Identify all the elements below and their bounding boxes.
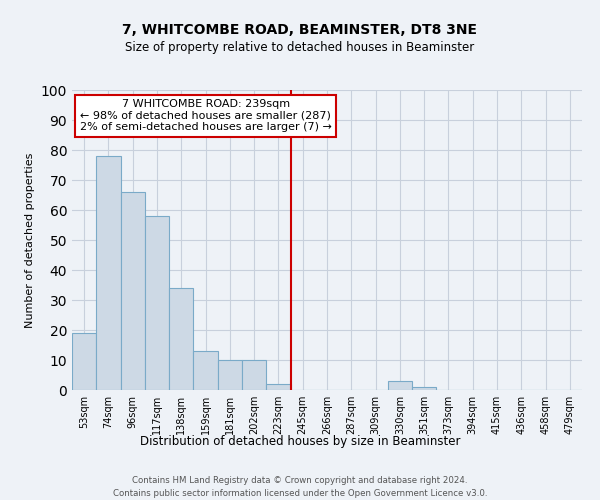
Bar [266,384,290,390]
Y-axis label: Number of detached properties: Number of detached properties [25,152,35,328]
Text: Distribution of detached houses by size in Beaminster: Distribution of detached houses by size … [140,435,460,448]
Bar [388,381,412,390]
Bar [218,360,242,390]
Bar [169,288,193,390]
Bar [96,156,121,390]
Bar [242,360,266,390]
Text: 7 WHITCOMBE ROAD: 239sqm
← 98% of detached houses are smaller (287)
2% of semi-d: 7 WHITCOMBE ROAD: 239sqm ← 98% of detach… [80,99,332,132]
Bar [193,351,218,390]
Text: Contains public sector information licensed under the Open Government Licence v3: Contains public sector information licen… [113,489,487,498]
Text: 7, WHITCOMBE ROAD, BEAMINSTER, DT8 3NE: 7, WHITCOMBE ROAD, BEAMINSTER, DT8 3NE [122,22,478,36]
Bar [72,333,96,390]
Text: Contains HM Land Registry data © Crown copyright and database right 2024.: Contains HM Land Registry data © Crown c… [132,476,468,485]
Bar [145,216,169,390]
Bar [412,387,436,390]
Bar [121,192,145,390]
Text: Size of property relative to detached houses in Beaminster: Size of property relative to detached ho… [125,41,475,54]
